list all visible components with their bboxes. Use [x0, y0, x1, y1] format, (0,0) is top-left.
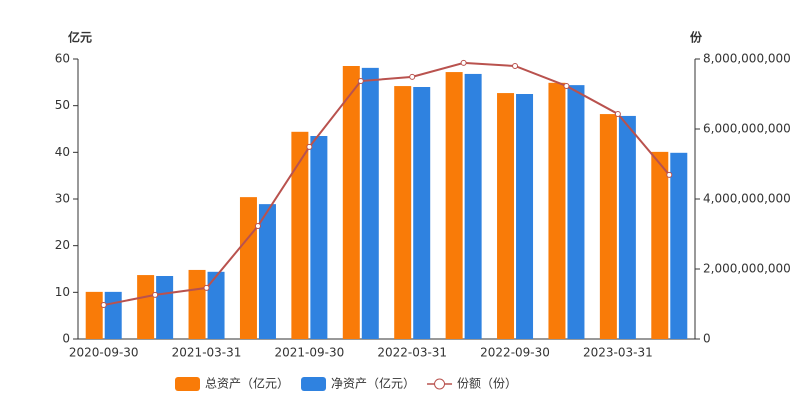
y-tick-label: 60 — [55, 52, 70, 66]
bar — [516, 94, 534, 339]
bar — [188, 269, 206, 339]
x-tick-label: 2023-03-31 — [583, 346, 653, 360]
x-tick-label: 2022-03-31 — [377, 346, 447, 360]
bar — [310, 136, 328, 339]
y2-tick-label: 8,000,000,000 — [703, 52, 791, 66]
line-point — [563, 82, 570, 89]
y-tick-label: 0 — [62, 332, 70, 346]
y2-tick-label: 2,000,000,000 — [703, 262, 791, 276]
bar — [413, 87, 431, 339]
y2-axis-label: 份 — [690, 30, 703, 45]
bar — [361, 67, 379, 339]
y-tick-label: 10 — [55, 285, 70, 299]
bar — [137, 275, 155, 339]
legend-label: 份额（份） — [457, 377, 517, 391]
line-point — [100, 302, 107, 309]
bar — [104, 291, 122, 339]
legend-swatch — [301, 377, 327, 391]
line-point — [152, 291, 159, 298]
bar — [497, 93, 515, 339]
legend-label: 净资产（亿元） — [331, 376, 415, 391]
legend-label: 总资产（亿元） — [205, 376, 289, 391]
bar — [445, 72, 463, 340]
line — [103, 61, 671, 307]
y2-tick-label: 6,000,000,000 — [703, 122, 791, 136]
bar — [85, 291, 103, 339]
bar — [567, 85, 585, 339]
bar — [291, 131, 309, 339]
line-point — [512, 63, 519, 69]
legend-swatch — [175, 377, 200, 391]
bar — [670, 152, 688, 339]
y-tick-label: 50 — [55, 98, 70, 112]
bar — [548, 82, 566, 340]
bar — [618, 115, 636, 339]
line-point — [460, 59, 467, 66]
legend-swatch — [434, 378, 446, 390]
y-tick-label: 40 — [55, 145, 70, 159]
bar — [258, 204, 276, 339]
y2-tick-label: 0 — [703, 332, 711, 346]
bar — [464, 73, 482, 339]
line-point — [306, 143, 313, 150]
bar — [207, 271, 225, 339]
bar — [342, 66, 360, 339]
y2-tick-label: 4,000,000,000 — [703, 192, 791, 206]
bar — [156, 276, 174, 339]
line-point — [409, 73, 416, 80]
y-axis-label: 亿元 — [68, 30, 92, 45]
bar — [651, 151, 669, 339]
line-point — [357, 78, 364, 85]
line-point — [203, 284, 210, 291]
y-tick-label: 30 — [55, 192, 70, 206]
bar — [394, 86, 412, 339]
x-tick-label: 2021-03-31 — [172, 346, 242, 360]
line-point — [614, 110, 621, 117]
line-point — [254, 222, 261, 229]
x-tick-label: 2021-09-30 — [275, 346, 345, 360]
y-tick-label: 20 — [55, 238, 70, 252]
x-tick-label: 2022-09-30 — [480, 346, 550, 360]
x-tick-label: 2020-09-30 — [69, 346, 139, 360]
bar — [599, 114, 617, 339]
bar — [239, 197, 257, 339]
line-point — [666, 171, 673, 178]
